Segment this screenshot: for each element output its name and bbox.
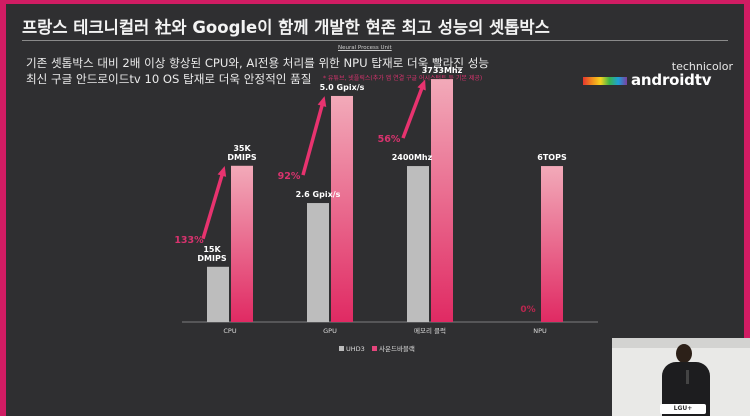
legend-label: 사운드바블랙 <box>379 344 415 353</box>
growth-arrow-head <box>317 96 327 107</box>
growth-arrow <box>401 84 425 139</box>
legend-swatch-soundbar <box>372 346 377 351</box>
title-divider <box>22 40 728 41</box>
data-label: 35K <box>233 144 251 153</box>
slide-title: 프랑스 테크니컬러 社와 Google이 함께 개발한 현존 최고 성능의 셋톱… <box>22 18 550 37</box>
technicolor-wordmark: technicolor <box>671 60 733 73</box>
feature-line-2: 최신 구글 안드로이드tv 10 OS 탑재로 더욱 안정적인 품질 <box>26 72 312 86</box>
bar-사운드바블랙-1 <box>331 95 353 323</box>
right-accent-bar <box>744 0 750 416</box>
androidtv-wordmark: androidtv <box>631 71 712 89</box>
left-accent-bar <box>0 0 6 416</box>
technicolor-stripe-icon <box>583 77 627 85</box>
brand-logo: technicolor androidtv <box>583 60 733 90</box>
data-label: DMIPS <box>227 153 256 162</box>
data-label: 2.6 Gpix/s <box>296 190 341 199</box>
presenter-video: LGU+ <box>612 338 750 416</box>
bar-UHD3-1 <box>307 203 329 322</box>
bar-사운드바블랙-0 <box>231 165 253 322</box>
bar-사운드바블랙-2 <box>431 79 453 323</box>
growth-label: 92% <box>278 171 301 182</box>
feature-line-1: 기존 셋톱박스 대비 2배 이상 향상된 CPU와, AI전용 처리를 위한 N… <box>26 56 490 70</box>
lgu-logo: LGU+ <box>660 404 706 414</box>
growth-arrow-head <box>417 79 426 91</box>
data-label: 6TOPS <box>537 153 567 162</box>
data-label: 15K <box>203 245 221 254</box>
x-tick-label: CPU <box>223 327 236 335</box>
legend-swatch-uhd3 <box>339 346 344 351</box>
growth-arrow <box>301 101 325 176</box>
growth-arrow-head <box>217 166 227 177</box>
npu-footnote: Neural Process Unit <box>338 45 392 51</box>
growth-label: 133% <box>174 235 204 246</box>
microphone-icon <box>686 370 689 384</box>
growth-arrow <box>201 171 225 240</box>
bar-UHD3-2 <box>407 166 429 322</box>
x-tick-label: NPU <box>533 327 547 335</box>
data-label: DMIPS <box>197 254 226 263</box>
top-accent-bar <box>0 0 750 4</box>
x-tick-label: 메모리 클럭 <box>414 326 446 335</box>
growth-label: 56% <box>378 134 401 145</box>
legend-label: UHD3 <box>346 345 365 353</box>
presenter-head <box>676 344 692 363</box>
data-label: 5.0 Gpix/s <box>320 83 365 92</box>
bar-UHD3-0 <box>207 266 229 322</box>
bar-사운드바블랙-3 <box>541 166 563 322</box>
data-label: 3733Mhz <box>422 66 463 75</box>
growth-label: 0% <box>520 305 535 315</box>
data-label: 2400Mhz <box>392 153 433 162</box>
feature-line-2-note: * 유튜브, 넷플릭스(추가 앱 연결 구글 어시스턴트 등 기본 제공) <box>323 75 483 82</box>
x-tick-label: GPU <box>323 327 337 335</box>
